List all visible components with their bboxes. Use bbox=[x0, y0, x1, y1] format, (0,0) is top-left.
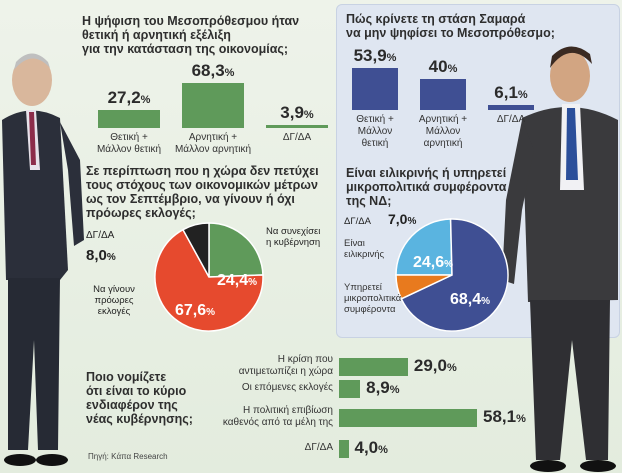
chart-text: ΔΓ/ΔΑ bbox=[344, 216, 372, 227]
q4-title-line: της ΝΔ; bbox=[346, 194, 392, 208]
data-label: 68,3% bbox=[191, 61, 235, 80]
data-label: 3,9% bbox=[280, 103, 314, 122]
category-label: ΔΓ/ΔΑ bbox=[200, 442, 333, 454]
category-label-line: θετική bbox=[361, 138, 389, 149]
data-label: 6,1% bbox=[494, 83, 528, 103]
q5-title-line: ότι είναι το κύριο bbox=[86, 384, 187, 398]
pie-slice bbox=[154, 228, 264, 332]
chart-text: ΔΓ/ΔΑ bbox=[86, 230, 115, 241]
category-label: ΔΓ/ΔΑ bbox=[478, 114, 544, 126]
pie-slice bbox=[400, 218, 509, 332]
data-label: 29,0% bbox=[413, 356, 457, 375]
q4-title: Είναι ειλικρινής ή υπηρετεί μικροπολιτικ… bbox=[346, 166, 611, 208]
q1-title-line: Η ψήφιση του Μεσοπρόθεσμου ήταν bbox=[82, 14, 300, 28]
pie-slice bbox=[395, 218, 453, 276]
bar bbox=[352, 68, 398, 110]
chart-text: ειλικρινής bbox=[344, 249, 385, 260]
data-label: 58,1% bbox=[483, 407, 526, 426]
bar bbox=[98, 110, 160, 128]
category-label-line: αρνητική bbox=[423, 138, 463, 149]
q1-title-line: για την κατάσταση της οικονομίας; bbox=[82, 42, 289, 56]
category-label-line: Μάλλον bbox=[425, 126, 461, 137]
bar bbox=[488, 105, 534, 110]
category-label-line: Οι επόμενες εκλογές bbox=[241, 382, 333, 393]
chart-text: Είναι bbox=[344, 238, 365, 249]
q2-title-line: να μην ψηφίσει το Μεσοπρόθεσμο; bbox=[346, 26, 555, 40]
category-label-line: αντιμετωπίζει η χώρα bbox=[238, 366, 333, 377]
papandreou-photo bbox=[2, 53, 84, 466]
data-label: 67,6% bbox=[175, 302, 215, 319]
q4-title-line: Είναι ειλικρινής ή υπηρετεί bbox=[346, 166, 507, 180]
pie-slice bbox=[395, 274, 453, 300]
category-label-line: ΔΓ/ΔΑ bbox=[304, 442, 333, 453]
category-label: Θετική + Μάλλον θετική bbox=[342, 114, 408, 150]
category-label-line: Θετική + bbox=[356, 114, 394, 125]
q5-title-line: νέας κυβέρνησης; bbox=[86, 412, 193, 426]
bar bbox=[266, 125, 328, 128]
category-label-line: ΔΓ/ΔΑ bbox=[496, 114, 526, 125]
q3-title-line: ως τον Σεπτέμβριο, να γίνουν ή όχι bbox=[86, 192, 295, 206]
q1-title: Η ψήφιση του Μεσοπρόθεσμου ήταν θετική ή… bbox=[82, 14, 322, 56]
q4-title-line: μικροπολιτικά συμφέροντα bbox=[346, 180, 507, 194]
category-label-line: καθενός από τα μέλη της bbox=[222, 417, 333, 428]
category-label-line: Η κρίση που bbox=[277, 354, 333, 365]
pie-slice bbox=[208, 222, 264, 278]
samaras-photo bbox=[502, 46, 618, 472]
q1-title-line: θετική ή αρνητική εξέλιξη bbox=[82, 28, 231, 42]
category-label-line: Θετική + bbox=[110, 132, 148, 143]
data-label: 24,6% bbox=[413, 254, 453, 271]
q2-title-line: Πώς κρίνετε τη στάση Σαμαρά bbox=[346, 12, 526, 26]
data-label: 24,4% bbox=[217, 272, 257, 289]
category-label: Αρνητική + Μάλλον αρνητική bbox=[172, 132, 254, 156]
q5-title-line: ενδιαφέρον της bbox=[86, 398, 178, 412]
q5-title: Ποιο νομίζετε ότι είναι το κύριο ενδιαφέ… bbox=[86, 370, 216, 426]
q5-title-line: Ποιο νομίζετε bbox=[86, 370, 167, 384]
q2-title: Πώς κρίνετε τη στάση Σαμαρά να μην ψηφίσ… bbox=[346, 12, 611, 40]
chart-text: η κυβέρνηση bbox=[266, 237, 320, 248]
q3-title-line: τους στόχους των οικονομικών μέτρων bbox=[86, 178, 318, 192]
category-label: Αρνητική + Μάλλον αρνητική bbox=[410, 114, 476, 150]
category-label: ΔΓ/ΔΑ bbox=[256, 132, 338, 144]
chart-text: μικροπολιτικά bbox=[344, 293, 402, 304]
chart-text: συμφέροντα bbox=[344, 304, 396, 315]
q3-title-line: πρόωρες εκλογές; bbox=[86, 206, 196, 220]
data-label: 8,9% bbox=[366, 378, 400, 397]
chart-text: Να συνεχίσει bbox=[266, 226, 320, 237]
category-label-line: Η πολιτική επιβίωση bbox=[243, 405, 333, 416]
q3-title-line: Σε περίπτωση που η χώρα δεν πετύχει bbox=[86, 164, 319, 178]
data-label: 68,4% bbox=[450, 291, 490, 308]
chart-text: Να γίνουν bbox=[93, 284, 135, 295]
source-note: Πηγή: Kάπα Research bbox=[88, 452, 168, 461]
category-label: Η πολιτική επιβίωση καθενός από τα μέλη τ… bbox=[200, 405, 333, 429]
data-label: 7,0% bbox=[388, 211, 416, 227]
chart-text: πρόωρες bbox=[95, 295, 134, 306]
category-label: Οι επόμενες εκλογές bbox=[200, 382, 333, 394]
chart-text: εκλογές bbox=[98, 306, 131, 317]
category-label-line: Αρνητική + bbox=[188, 132, 238, 143]
category-label: Θετική + Μάλλον θετική bbox=[88, 132, 170, 156]
data-label: 4,0% bbox=[354, 438, 388, 457]
pie-slice bbox=[181, 222, 210, 278]
bar bbox=[339, 440, 349, 458]
bar bbox=[339, 380, 361, 398]
bar bbox=[182, 83, 244, 128]
data-label: 27,2% bbox=[107, 88, 151, 108]
data-label: 40% bbox=[428, 56, 458, 76]
data-label: 53,9% bbox=[353, 46, 397, 65]
category-label-line: Μάλλον αρνητική bbox=[174, 144, 252, 155]
q3-title: Σε περίπτωση που η χώρα δεν πετύχει τους… bbox=[86, 164, 336, 220]
category-label-line: Μάλλον bbox=[357, 126, 393, 137]
data-label: 8,0% bbox=[86, 247, 116, 264]
bar bbox=[339, 358, 408, 376]
bar bbox=[420, 78, 466, 110]
category-label-line: ΔΓ/ΔΑ bbox=[282, 132, 312, 143]
category-label-line: Μάλλον θετική bbox=[96, 144, 162, 155]
category-label: Η κρίση που αντιμετωπίζει η χώρα bbox=[200, 354, 333, 378]
category-label-line: Αρνητική + bbox=[418, 114, 468, 125]
bar bbox=[339, 409, 477, 427]
chart-text: Υπηρετεί bbox=[344, 282, 383, 293]
